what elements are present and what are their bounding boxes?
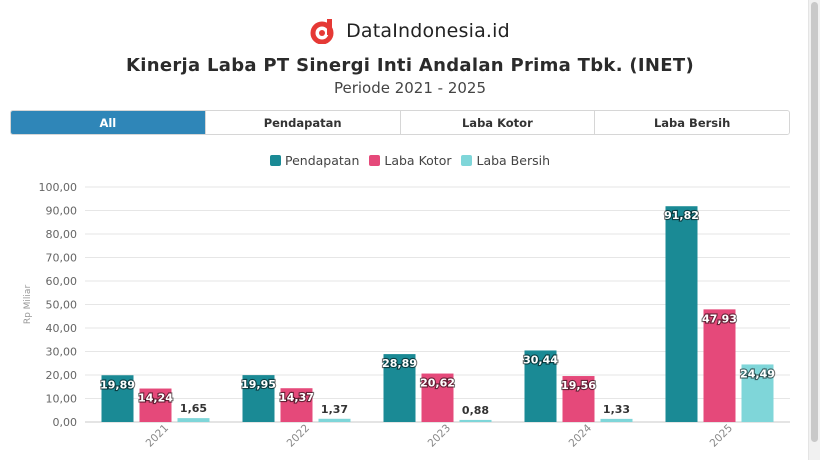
y-tick-label: 70,00 xyxy=(46,252,78,265)
datain-logo-icon xyxy=(310,19,334,44)
y-tick-label: 90,00 xyxy=(46,205,78,218)
data-label: 30,44 xyxy=(523,353,558,366)
tab-all[interactable]: All xyxy=(11,111,206,134)
legend-item-pendapatan[interactable]: Pendapatan xyxy=(269,153,360,168)
data-label: 1,33 xyxy=(603,403,630,416)
x-tick-label: 2022 xyxy=(285,422,312,449)
bar-laba-bersih-2025 xyxy=(741,364,774,422)
y-tick-label: 60,00 xyxy=(46,275,78,288)
chart-legend: Pendapatan Laba Kotor Laba Bersih xyxy=(0,153,820,168)
scrollbar-thumb[interactable] xyxy=(811,2,818,442)
data-label: 20,62 xyxy=(420,377,455,390)
bar-pendapatan-2021 xyxy=(101,375,134,422)
data-label: 0,88 xyxy=(462,404,489,417)
chart-title: Kinerja Laba PT Sinergi Inti Andalan Pri… xyxy=(126,55,694,76)
tab-bar: All Pendapatan Laba Kotor Laba Bersih xyxy=(10,110,790,135)
data-label: 19,95 xyxy=(241,378,276,391)
bar-laba-kotor-2025 xyxy=(703,309,736,422)
data-label: 47,93 xyxy=(702,312,737,325)
bar-pendapatan-2025 xyxy=(665,206,698,422)
bar-laba-kotor-2024 xyxy=(562,376,595,422)
legend-label-laba-kotor: Laba Kotor xyxy=(384,153,452,168)
brand-header: DataIndonesia.id xyxy=(0,18,820,44)
bar-pendapatan-2024 xyxy=(524,350,557,422)
x-tick-label: 2025 xyxy=(708,422,735,449)
data-label: 28,89 xyxy=(382,357,417,370)
tab-pendapatan[interactable]: Pendapatan xyxy=(205,111,401,134)
data-label: 1,65 xyxy=(180,402,207,415)
data-label: 24,49 xyxy=(740,367,775,380)
chart-subtitle: Periode 2021 - 2025 xyxy=(333,79,487,97)
legend-label-pendapatan: Pendapatan xyxy=(284,153,360,168)
x-tick-label: 2021 xyxy=(144,422,171,449)
y-tick-label: 40,00 xyxy=(46,322,78,335)
data-label: 19,56 xyxy=(561,379,596,392)
data-label: 91,82 xyxy=(664,209,699,222)
legend-item-laba-kotor[interactable]: Laba Kotor xyxy=(369,153,451,168)
bar-laba-bersih-2024 xyxy=(600,418,633,422)
y-tick-label: 20,00 xyxy=(46,369,78,382)
x-tick-label: 2023 xyxy=(426,422,453,449)
legend-swatch-laba-kotor xyxy=(369,155,381,166)
data-label: 19,89 xyxy=(100,378,135,391)
bar-laba-bersih-2022 xyxy=(318,418,351,422)
y-tick-label: 100,00 xyxy=(39,181,78,194)
bar-laba-bersih-2023 xyxy=(459,419,492,422)
y-tick-label: 10,00 xyxy=(46,393,78,406)
bar-laba-kotor-2022 xyxy=(280,388,313,422)
data-label: 14,24 xyxy=(138,392,173,405)
legend-label-laba-bersih: Laba Bersih xyxy=(476,153,550,168)
legend-swatch-laba-bersih xyxy=(461,155,473,166)
bar-laba-bersih-2021 xyxy=(177,418,210,422)
y-tick-label: 80,00 xyxy=(46,228,78,241)
tab-laba-bersih[interactable]: Laba Bersih xyxy=(595,111,789,134)
y-tick-label: 50,00 xyxy=(46,299,78,312)
x-tick-label: 2024 xyxy=(567,422,595,450)
y-tick-label: 30,00 xyxy=(46,346,78,359)
bar-laba-kotor-2023 xyxy=(421,373,454,422)
tab-laba-kotor[interactable]: Laba Kotor xyxy=(400,111,596,134)
bar-pendapatan-2022 xyxy=(242,375,275,422)
data-label: 1,37 xyxy=(321,403,348,416)
bar-laba-kotor-2021 xyxy=(139,388,172,422)
brand-name: DataIndonesia.id xyxy=(346,20,510,42)
y-tick-label: 0,00 xyxy=(53,416,78,429)
legend-item-laba-bersih[interactable]: Laba Bersih xyxy=(461,153,550,168)
bar-pendapatan-2023 xyxy=(383,354,416,422)
y-axis-label: Rp Miliar xyxy=(23,285,33,325)
legend-swatch-pendapatan xyxy=(269,155,281,166)
data-label: 14,37 xyxy=(279,391,314,404)
vertical-scrollbar[interactable] xyxy=(808,0,820,460)
